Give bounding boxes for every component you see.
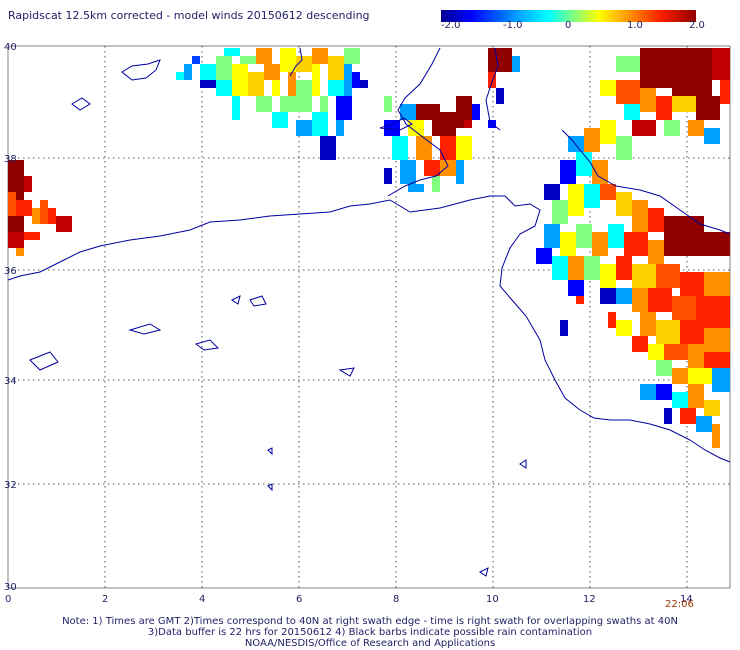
swath-time-label: 22:06: [665, 599, 694, 610]
y-tick-30: 30: [4, 582, 17, 593]
x-tick-4: 4: [199, 594, 205, 605]
x-tick-6: 6: [296, 594, 302, 605]
coastline-sardinia: [289, 47, 303, 77]
x-axis-ticks: 0 2 4 6 8 10 12 14: [5, 594, 693, 605]
colorbar-label-neg1: -1.0: [503, 20, 523, 31]
y-tick-34: 34: [4, 376, 17, 387]
pixel-cluster-northwest: [176, 48, 368, 160]
x-tick-0: 0: [5, 594, 11, 605]
x-tick-8: 8: [393, 594, 399, 605]
coastlines: [7, 47, 731, 577]
coastline-italy: [387, 47, 449, 197]
colorbar: [441, 10, 696, 22]
coastline-greece: [561, 129, 731, 235]
x-tick-14: 14: [680, 594, 693, 605]
map-title: Rapidscat 12.5km corrected - model winds…: [8, 9, 370, 22]
colorbar-label-zero: 0: [565, 20, 572, 31]
x-tick-10: 10: [486, 594, 499, 605]
island-minor-2: [194, 339, 220, 351]
plot-frame: [7, 45, 731, 589]
pixel-cluster-central: [384, 48, 520, 192]
pixel-cluster-west: [8, 160, 72, 256]
coastline-balkans: [485, 47, 501, 131]
grid-lines: [8, 46, 730, 588]
island-minor-7: [231, 295, 241, 305]
colorbar-label-max: 2.0: [689, 20, 705, 31]
coastline-sicily: [379, 117, 413, 131]
y-tick-38: 38: [4, 154, 17, 165]
y-axis-ticks: 40 38 36 34 32 30: [4, 42, 17, 593]
footer-credit: NOAA/NESDIS/Office of Research and Appli…: [244, 638, 496, 649]
y-tick-36: 36: [4, 266, 17, 277]
island-minor-9: [267, 447, 273, 456]
coastline-north-africa: [7, 195, 731, 463]
pixel-cluster-east: [536, 48, 730, 448]
colorbar-label-min: -2.0: [441, 20, 461, 31]
footer-note-2: 3)Data buffer is 22 hrs for 20150612 4) …: [147, 627, 593, 638]
island-minor-10: [519, 459, 527, 469]
wind-pixels: [8, 48, 730, 448]
island-minor-8: [267, 483, 273, 492]
island-minor-11: [479, 567, 489, 577]
coastline-balearic: [121, 59, 161, 81]
island-minor-5: [249, 295, 267, 307]
island-minor-3: [128, 323, 162, 335]
island-minor-1: [71, 97, 91, 111]
island-minor-6: [338, 367, 355, 377]
y-tick-40: 40: [4, 42, 17, 53]
footer-note-1: Note: 1) Times are GMT 2)Times correspon…: [62, 616, 678, 627]
x-tick-2: 2: [102, 594, 108, 605]
colorbar-label-pos1: 1.0: [627, 20, 643, 31]
island-minor-4: [29, 351, 59, 371]
y-tick-32: 32: [4, 480, 17, 491]
x-tick-12: 12: [583, 594, 596, 605]
